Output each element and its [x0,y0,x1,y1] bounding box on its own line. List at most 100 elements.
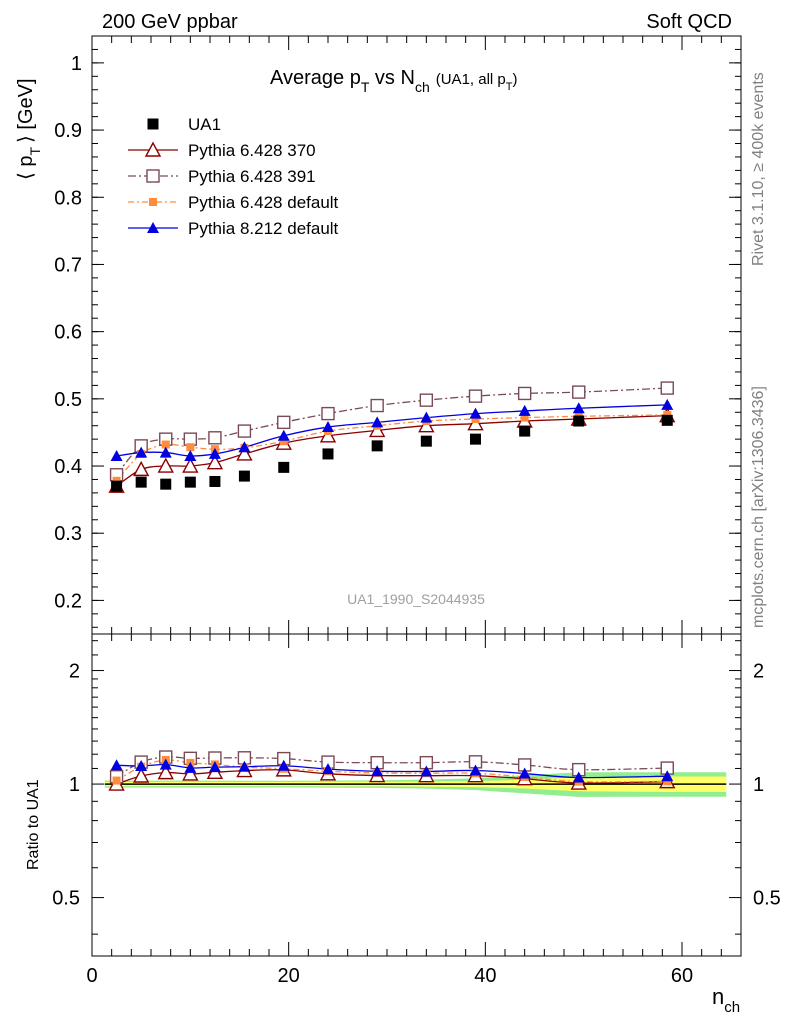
data-point [322,448,334,460]
legend-marker-p8 [147,222,159,233]
legend-label-p370: Pythia 6.428 370 [188,141,316,160]
series-point-p370 [206,454,224,470]
data-point [135,476,147,488]
ratio-point-p8 [572,771,585,783]
series-point-p370 [236,445,253,461]
analysis-id-label: UA1_1990_S2044935 [347,591,485,607]
ratio-tick-label-right: 0.5 [753,888,781,910]
data-point [209,475,221,487]
ratio-line-p391 [116,756,668,778]
data-point [420,435,432,447]
ratio-point-p370 [132,767,150,783]
series-point-p370 [157,457,174,473]
y-tick-label: 0.4 [54,456,82,478]
series-point-p8 [322,421,334,433]
process-label: Soft QCD [646,11,732,33]
energy-label: 200 GeV ppbar [102,11,238,33]
data-point [278,461,290,473]
ratio-tick-label-right: 2 [753,661,764,683]
series-point-p370 [132,460,150,477]
ratio-point-p8 [159,758,172,770]
series-point-p370 [368,421,386,438]
y-tick-label: 0.2 [54,590,82,612]
ratio-tick-label-right: 1 [753,774,764,796]
data-point [573,415,585,427]
data-point [160,478,172,490]
legend-label-p8: Pythia 8.212 default [188,219,339,238]
ratio-point-p8 [208,761,221,773]
series-point-p8 [208,447,221,459]
series-line-p8 [116,404,668,457]
series-point-p8 [135,446,148,458]
legend-marker-p370 [144,141,162,157]
series-point-p8 [469,407,482,419]
data-point [661,414,673,426]
x-tick-label: 20 [278,965,300,987]
rivet-version-label: Rivet 3.1.10, ≥ 400k events [750,72,767,266]
ratio-point-p8 [518,767,531,779]
series-point-pdefault [186,443,195,452]
ratio-tick-label-left: 0.5 [52,888,80,910]
ratio-point-p370 [157,764,174,780]
series-point-p370 [418,417,435,433]
series-line-p391 [116,387,668,476]
data-point [111,480,123,492]
x-axis-title: nch [712,984,740,1016]
y-tick-label: 0.3 [54,523,82,545]
series-point-p391 [277,415,291,430]
series-point-p8 [238,441,251,453]
series-point-p8 [184,449,197,461]
y-tick-label: 0.7 [54,254,82,276]
y-tick-label: 0.6 [54,322,82,344]
data-point [519,425,531,437]
legend-marker-data [147,118,159,130]
ratio-tick-label-left: 2 [69,661,80,683]
series-point-pdefault [161,440,170,449]
ratio-series [108,750,676,791]
ratio-y-axis-title: Ratio to UA1 [25,779,42,870]
legend-label-pdefault: Pythia 6.428 default [188,193,339,212]
series-point-p391 [572,385,586,399]
ratio-y-axis: 0.5 0.5 1 1 2 2 [52,640,781,935]
ratio-point-p8 [238,760,251,772]
ratio-point-pdefault [663,777,672,786]
series-point-pdefault [520,413,529,422]
y-tick-label: 0.8 [54,187,82,209]
series-point-p370 [319,427,337,443]
y-tick-label: 0.5 [54,389,82,411]
main-y-axis: 0.2 0.3 0.4 0.5 0.6 0.7 0.8 0.9 1 [54,48,741,628]
series-point-p370 [467,415,484,431]
mcplots-reference-label: mcplots.cern.ch [arXiv:1306.3436] [750,386,767,628]
ratio-tick-label-left: 1 [69,774,80,796]
series-point-p391 [660,381,674,395]
x-tick-label: 60 [671,965,693,987]
series-point-p391 [208,431,222,445]
legend-marker-pdefault [149,198,157,206]
series-point-p8 [159,446,172,458]
x-tick-label: 0 [86,965,97,987]
data-point [470,433,481,445]
series-point-p8 [518,404,531,416]
series-point-p8 [371,416,384,428]
ratio-point-p8 [277,759,290,771]
legend-label-data: UA1 [188,115,221,134]
series-point-p391 [237,424,252,438]
ratio-point-p8 [184,761,197,773]
series-point-pdefault [279,437,288,446]
ratio-point-p8 [420,765,433,777]
main-x-ticks [91,36,742,634]
series-point-p391 [419,393,434,407]
series-point-p370 [182,457,199,473]
data-point [184,476,196,488]
ratio-point-p8 [135,759,148,771]
ratio-point-p370 [182,765,199,781]
y-axis-title: ⟨ pT⟩ [GeV] [15,78,43,180]
ratio-panel: 0.5 0.5 1 1 2 2 0 20 40 60 Ratio to UA1 nch [25,633,781,1016]
series-point-p391 [370,398,384,413]
ratio-point-p8 [110,759,123,771]
data-point [371,440,383,452]
chart-title: Average pT vs Nch (UA1, all pT) [270,67,518,95]
x-tick-label: 40 [474,965,496,987]
legend: UA1 Pythia 6.428 370 Pythia 6.428 391 Pythi… [128,115,339,238]
